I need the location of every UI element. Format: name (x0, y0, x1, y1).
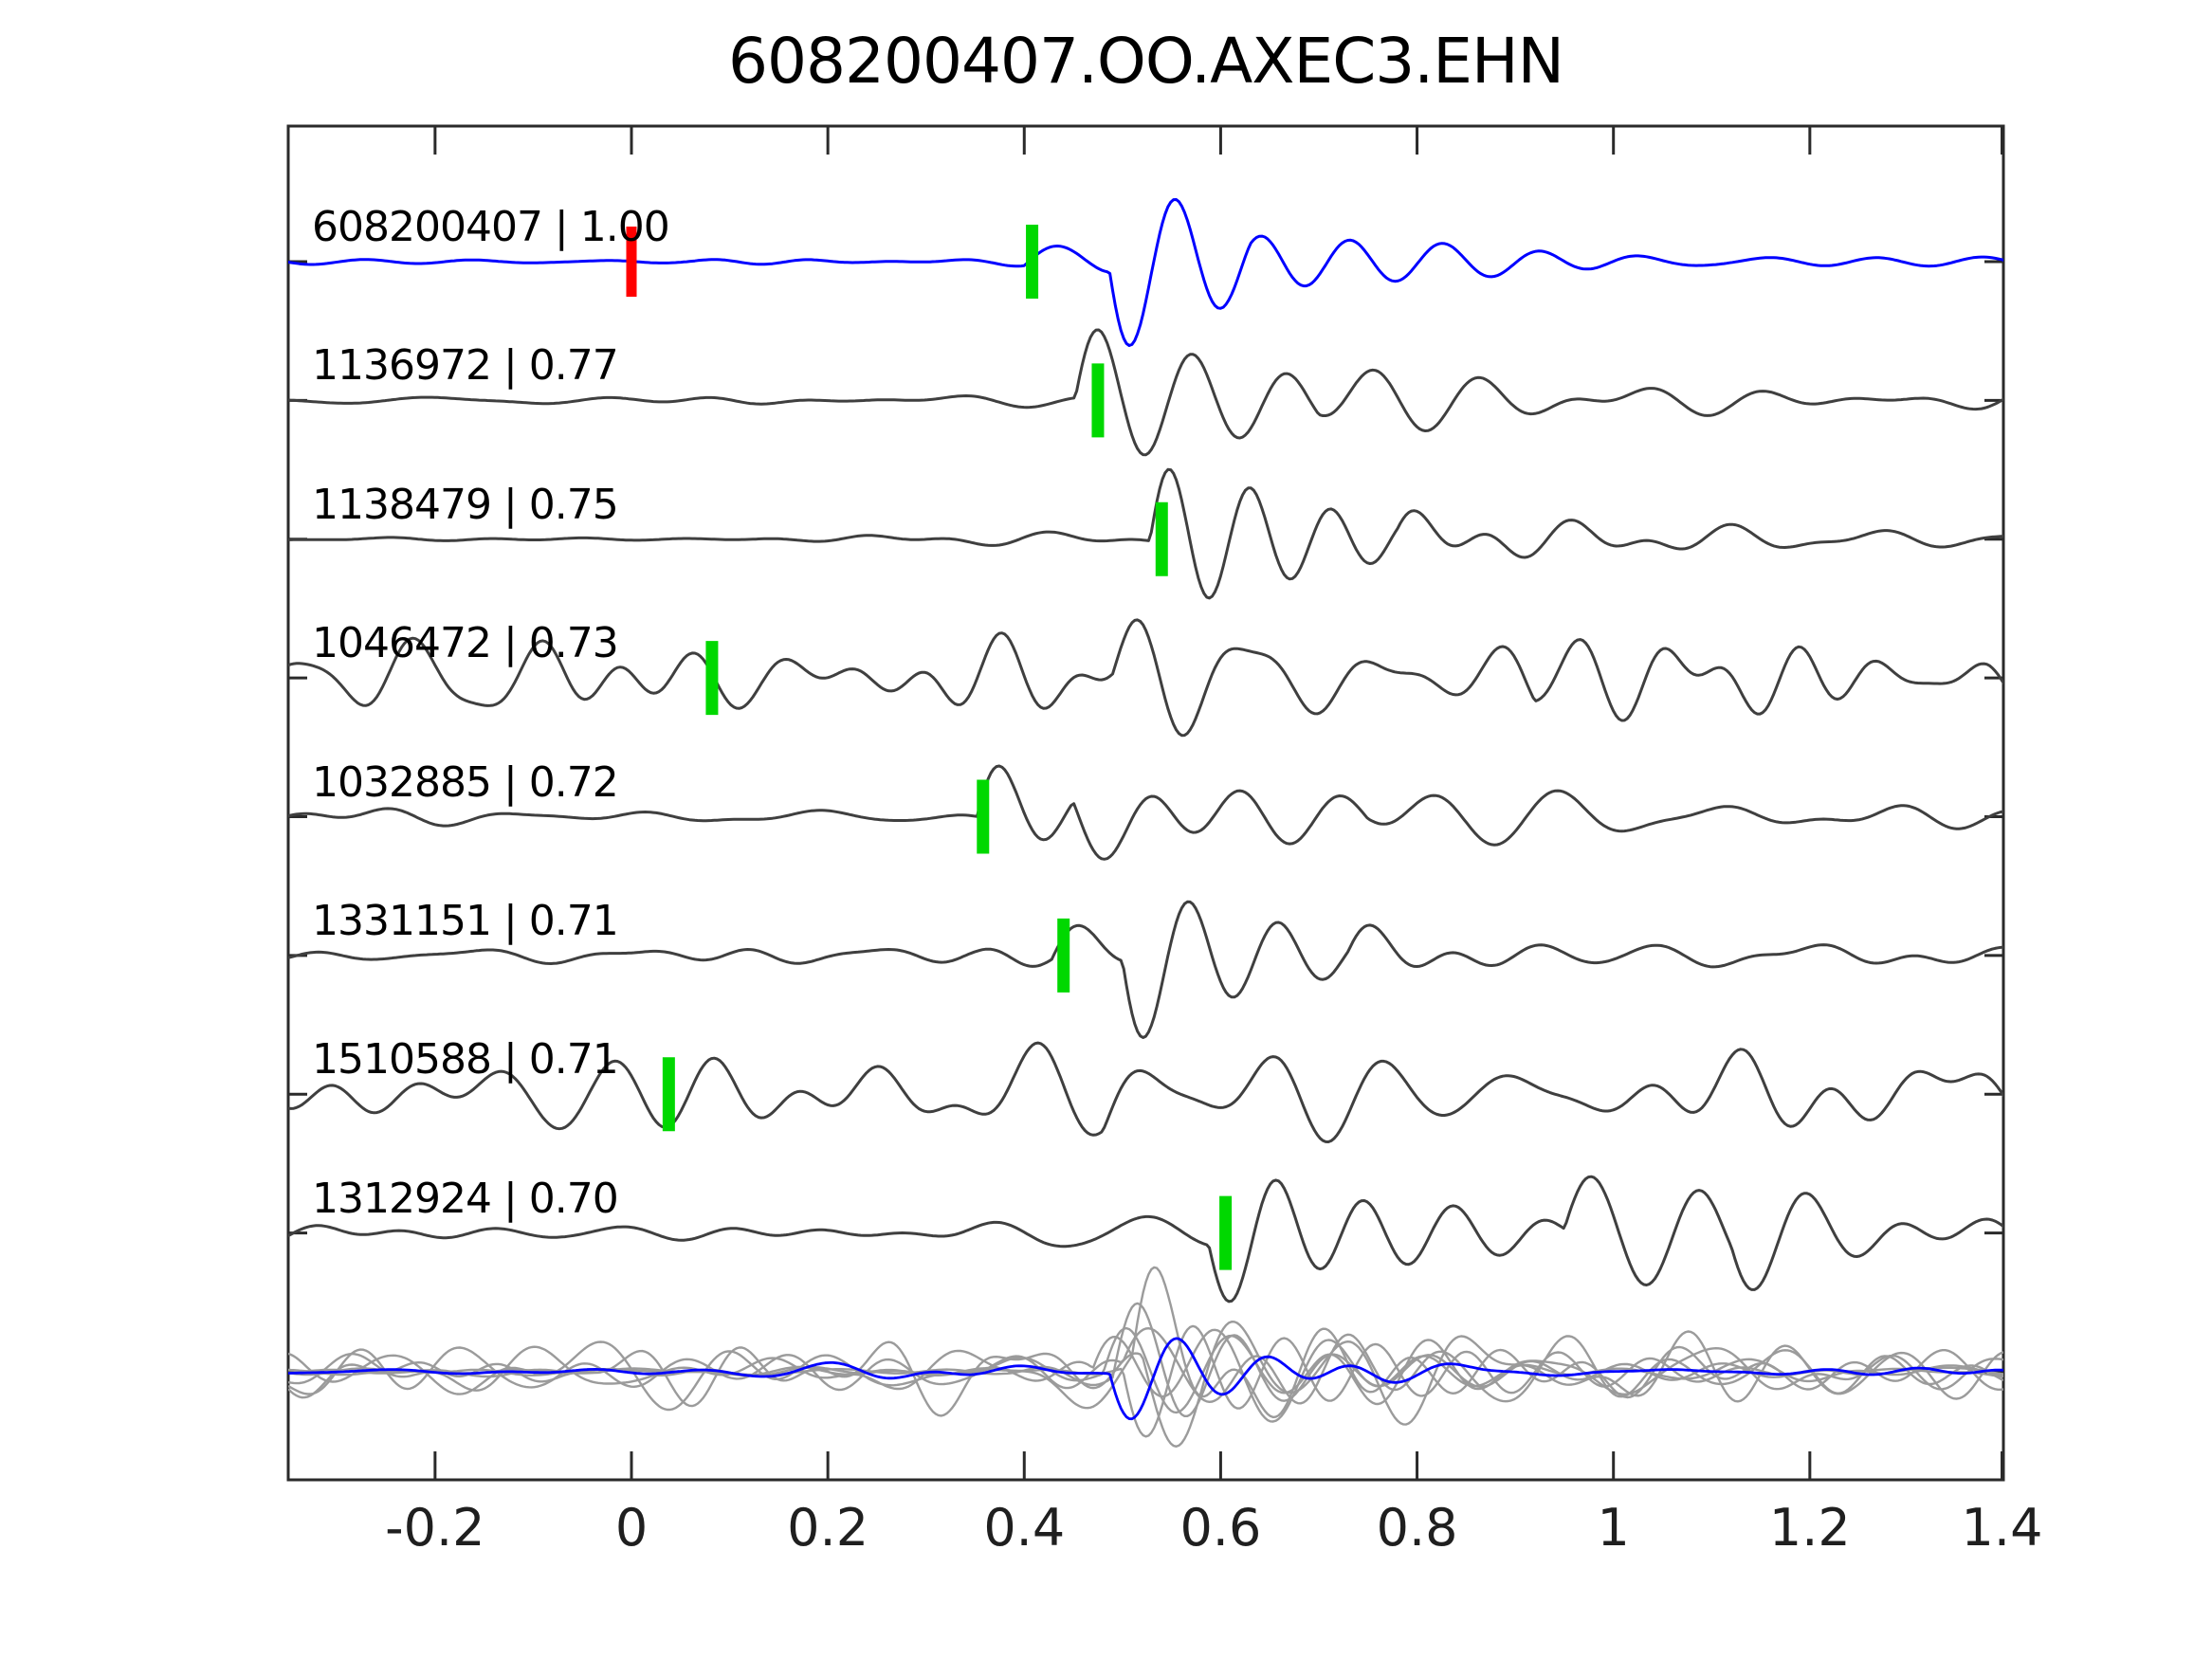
waveform-trace-1046472 (288, 618, 2003, 738)
waveform-trace-1331151 (288, 900, 2003, 1039)
x-tick-label: 1.2 (1768, 1498, 1851, 1558)
waveform-trace-1312924 (288, 1175, 2003, 1304)
waveform-trace-1510588 (288, 1041, 2003, 1143)
trace-label-1312924: 1312924 | 0.70 (312, 1174, 619, 1223)
origin-marker (626, 227, 637, 297)
trace-label-1510588: 1510588 | 0.71 (312, 1035, 619, 1085)
x-tick-label: -0.2 (385, 1498, 485, 1558)
overlay-gray-trace-6 (288, 1326, 2003, 1414)
x-tick-label: 0.2 (787, 1498, 869, 1558)
x-tick-label: 0.6 (1179, 1498, 1262, 1558)
overlay-gray-trace-7 (288, 1266, 2003, 1419)
pick-marker-1138479 (1155, 501, 1168, 576)
x-tick-label: 0.8 (1376, 1498, 1458, 1558)
trace-label-1046472: 1046472 | 0.73 (312, 619, 619, 668)
plot-title: 608200407.OO.AXEC3.EHN (728, 25, 1564, 98)
waveform-trace-1138479 (288, 467, 2003, 600)
x-tick-label: 0 (614, 1498, 649, 1558)
x-tick-label: 1.4 (1961, 1498, 2043, 1558)
pick-marker-1046472 (705, 641, 719, 716)
pick-marker-1510588 (662, 1057, 675, 1132)
overlay-template-trace (288, 1337, 2003, 1421)
overlay-gray-trace-4 (288, 1327, 2003, 1405)
trace-label-608200407: 608200407 | 1.00 (312, 203, 670, 251)
trace-label-1136972: 1136972 | 0.77 (312, 341, 619, 391)
pick-marker-608200407 (1026, 225, 1039, 299)
plot-border (286, 124, 2005, 1482)
x-tick-label: 1 (1597, 1498, 1630, 1558)
waveform-trace-1136972 (288, 328, 2003, 457)
trace-label-1331151: 1331151 | 0.71 (312, 896, 619, 945)
pick-marker-1331151 (1057, 918, 1070, 993)
x-tick-label: 0.4 (983, 1498, 1066, 1558)
waveform-trace-1032885 (288, 764, 2003, 861)
trace-label-1032885: 1032885 | 0.72 (312, 757, 619, 807)
pick-marker-1312924 (1219, 1195, 1233, 1270)
pick-marker-1032885 (977, 779, 990, 854)
trace-label-1138479: 1138479 | 0.75 (312, 480, 619, 529)
pick-marker-1136972 (1091, 363, 1105, 438)
waveform-trace-608200407 (288, 198, 2003, 347)
